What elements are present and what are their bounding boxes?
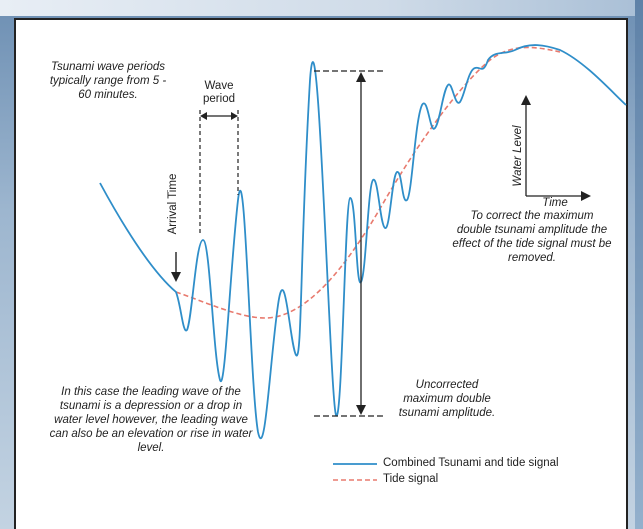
wave-period-arrowhead-left <box>200 112 207 120</box>
arrival-arrowhead <box>171 272 181 282</box>
uncorrected-note: Uncorrected maximum double tsunami ampli… <box>398 379 496 419</box>
water-level-axis-label: Water Level <box>512 125 524 187</box>
slide-right-bar <box>635 0 643 529</box>
inset-x-arrowhead <box>581 191 591 201</box>
amplitude-arrowhead-bottom <box>356 405 366 415</box>
inset-y-arrowhead <box>521 95 531 105</box>
tide-signal-curve <box>175 46 561 319</box>
wave-period-label: Wave period <box>203 80 235 105</box>
correct-note: To correct the maximum double tsunami am… <box>452 210 612 264</box>
slide-top-strip <box>0 0 643 16</box>
periods-note: Tsunami wave periods typically range fro… <box>49 61 167 101</box>
depression-note: In this case the leading wave of the tsu… <box>49 386 253 454</box>
combined-signal-curve <box>99 44 627 440</box>
wave-period-arrowhead-right <box>231 112 238 120</box>
time-axis-label: Time <box>542 197 568 209</box>
legend-tide-label: Tide signal <box>383 473 439 485</box>
amplitude-arrowhead-top <box>356 72 366 82</box>
arrival-time-label: Arrival Time <box>167 173 179 235</box>
legend-combined-label: Combined Tsunami and tide signal <box>383 457 559 469</box>
